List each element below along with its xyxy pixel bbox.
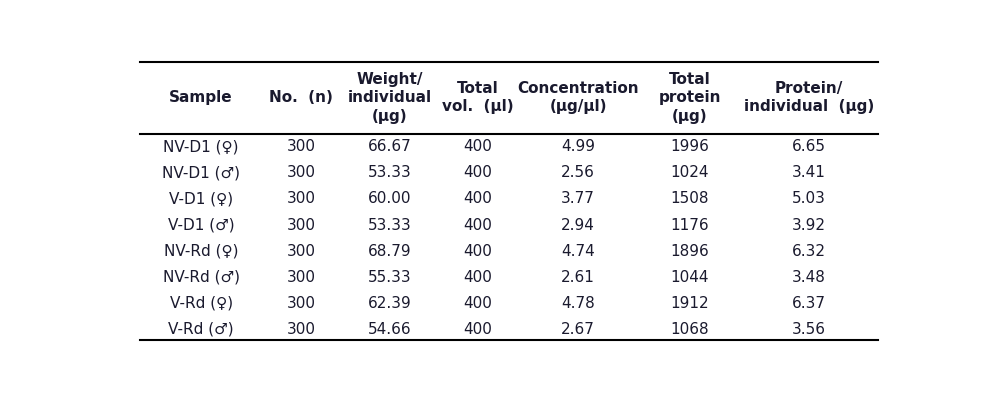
Text: 1044: 1044 (670, 270, 709, 285)
Text: 400: 400 (464, 270, 493, 285)
Text: 1068: 1068 (670, 322, 709, 337)
Text: 400: 400 (464, 244, 493, 259)
Text: 3.41: 3.41 (792, 165, 826, 180)
Text: 6.32: 6.32 (792, 244, 826, 259)
Text: 68.79: 68.79 (367, 244, 411, 259)
Text: Total
vol.  (μl): Total vol. (μl) (442, 81, 514, 115)
Text: 300: 300 (287, 165, 316, 180)
Text: 5.03: 5.03 (792, 191, 826, 206)
Text: 300: 300 (287, 191, 316, 206)
Text: 6.37: 6.37 (792, 296, 826, 311)
Text: 2.61: 2.61 (561, 270, 595, 285)
Text: 3.92: 3.92 (792, 217, 826, 233)
Text: 300: 300 (287, 244, 316, 259)
Text: 3.77: 3.77 (561, 191, 595, 206)
Text: NV-D1 (♂): NV-D1 (♂) (162, 165, 240, 180)
Text: 62.39: 62.39 (367, 296, 411, 311)
Text: 55.33: 55.33 (367, 270, 411, 285)
Text: V-D1 (♀): V-D1 (♀) (169, 191, 233, 206)
Text: 300: 300 (287, 270, 316, 285)
Text: 2.67: 2.67 (561, 322, 595, 337)
Text: 1896: 1896 (670, 244, 709, 259)
Text: 1912: 1912 (670, 296, 709, 311)
Text: 300: 300 (287, 217, 316, 233)
Text: 4.99: 4.99 (561, 139, 595, 154)
Text: 2.94: 2.94 (561, 217, 595, 233)
Text: 400: 400 (464, 139, 493, 154)
Text: Total
protein
(μg): Total protein (μg) (658, 71, 721, 124)
Text: 300: 300 (287, 139, 316, 154)
Text: 400: 400 (464, 296, 493, 311)
Text: 4.78: 4.78 (561, 296, 595, 311)
Text: V-Rd (♀): V-Rd (♀) (170, 296, 232, 311)
Text: 2.56: 2.56 (561, 165, 595, 180)
Text: Weight/
individual
(μg): Weight/ individual (μg) (348, 71, 432, 124)
Text: 300: 300 (287, 322, 316, 337)
Text: 1176: 1176 (670, 217, 709, 233)
Text: 1508: 1508 (670, 191, 709, 206)
Text: No.  (n): No. (n) (269, 90, 333, 105)
Text: NV-D1 (♀): NV-D1 (♀) (163, 139, 239, 154)
Text: V-Rd (♂): V-Rd (♂) (168, 322, 234, 337)
Text: NV-Rd (♂): NV-Rd (♂) (163, 270, 239, 285)
Text: Concentration
(μg/μl): Concentration (μg/μl) (517, 81, 638, 115)
Text: NV-Rd (♀): NV-Rd (♀) (164, 244, 238, 259)
Text: 1996: 1996 (670, 139, 709, 154)
Text: 400: 400 (464, 322, 493, 337)
Text: Sample: Sample (169, 90, 233, 105)
Text: 3.56: 3.56 (792, 322, 826, 337)
Text: Protein/
individual  (μg): Protein/ individual (μg) (744, 81, 874, 115)
Text: 300: 300 (287, 296, 316, 311)
Text: 60.00: 60.00 (367, 191, 411, 206)
Text: 53.33: 53.33 (367, 217, 411, 233)
Text: 400: 400 (464, 191, 493, 206)
Text: V-D1 (♂): V-D1 (♂) (168, 217, 234, 233)
Text: 400: 400 (464, 217, 493, 233)
Text: 4.74: 4.74 (561, 244, 595, 259)
Text: 400: 400 (464, 165, 493, 180)
Text: 6.65: 6.65 (792, 139, 826, 154)
Text: 53.33: 53.33 (367, 165, 411, 180)
Text: 1024: 1024 (670, 165, 709, 180)
Text: 54.66: 54.66 (367, 322, 411, 337)
Text: 66.67: 66.67 (367, 139, 411, 154)
Text: 3.48: 3.48 (792, 270, 826, 285)
